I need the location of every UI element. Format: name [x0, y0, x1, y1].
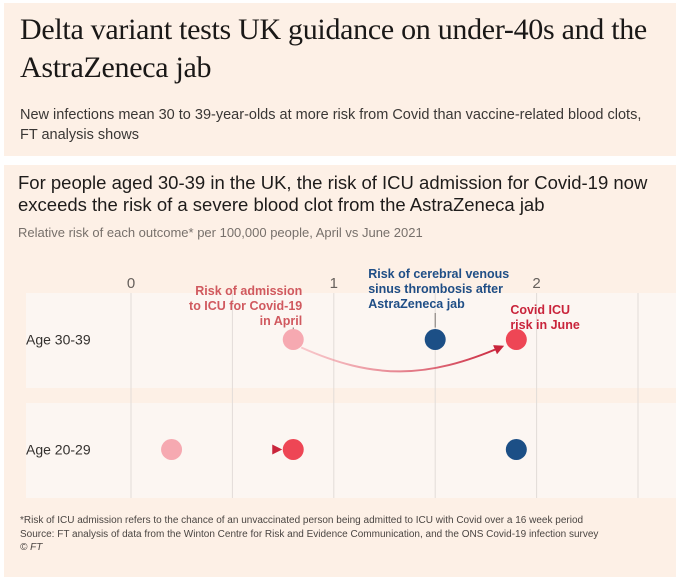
headline: Delta variant tests UK guidance on under… [20, 13, 647, 84]
dot-cvst [424, 329, 446, 350]
curved-arrow [300, 345, 505, 373]
standfirst: New infections mean 30 to 39-year-olds a… [20, 107, 642, 143]
chart-footer: *Risk of ICU admission refers to the cha… [20, 514, 670, 555]
dot-icu-june [282, 439, 304, 460]
source-line: Source: FT analysis of data from the Win… [20, 528, 599, 540]
chart-title: For people aged 30-39 in the UK, the ris… [18, 172, 648, 215]
copyright: © FT [20, 542, 43, 553]
annotation-label: Risk of admission to ICU for Covid-19 in A… [189, 284, 302, 328]
chart-subtitle: Relative risk of each outcome* per 100,0… [18, 225, 423, 240]
footnote: *Risk of ICU admission refers to the cha… [20, 515, 584, 526]
x-tick-label: 1 [330, 275, 338, 292]
x-tick-label: 0 [127, 275, 135, 292]
row-band [26, 403, 676, 498]
dot-icu-april [282, 329, 304, 350]
row-band [26, 293, 676, 388]
row-label: Age 20-29 [26, 442, 91, 458]
header-panel: Delta variant tests UK guidance on under… [4, 3, 676, 156]
x-tick-label: 2 [532, 275, 540, 292]
row-label: Age 30-39 [26, 332, 91, 348]
chart-panel: For people aged 30-39 in the UK, the ris… [4, 165, 676, 577]
annotation-label: Covid ICU risk in June [510, 303, 580, 332]
dot-icu-april [161, 439, 183, 460]
dot-icu-june [505, 329, 527, 350]
dot-cvst [505, 439, 527, 460]
annotation-label: Risk of cerebral venous sinus thrombosis … [368, 267, 509, 311]
dot-plot: 0 1 2 Age 30-39 Age 20-29 Risk of admission to… [26, 267, 676, 498]
